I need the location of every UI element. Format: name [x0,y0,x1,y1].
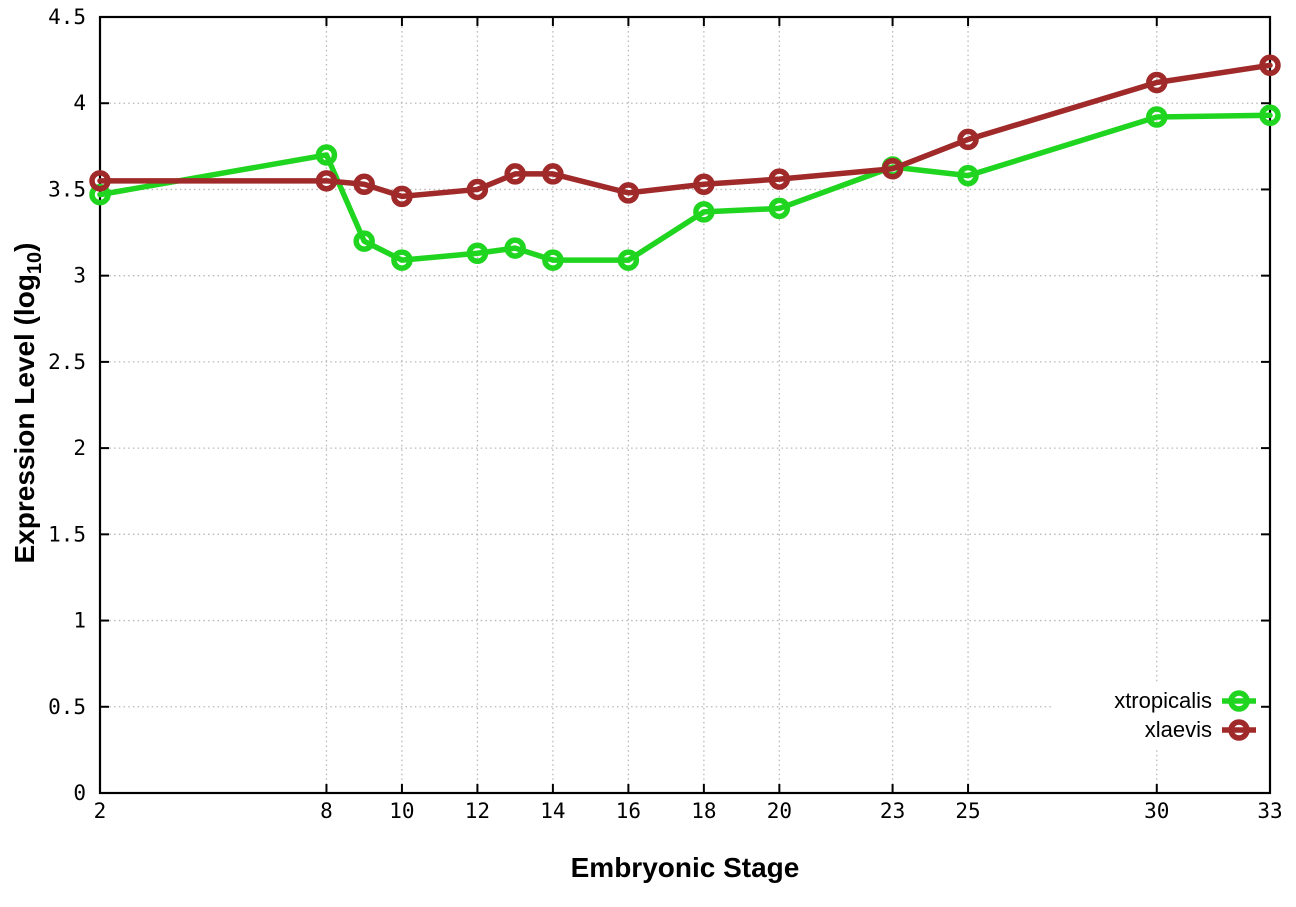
data-point-xtropicalis-stage-18 [693,201,715,223]
x-tick-label-10: 10 [389,799,414,823]
x-tick-label-23: 23 [880,799,905,823]
y-tick-label-3.5: 3.5 [48,177,86,201]
data-point-xtropicalis-stage-30 [1146,106,1168,128]
data-point-xlaevis-stage-30 [1146,71,1168,94]
x-tick-label-12: 12 [465,799,490,823]
y-axis-title-subscript: 10 [24,252,46,274]
x-tick-label-16: 16 [616,799,641,823]
y-axis-title-close: ) [9,243,40,252]
x-axis-title: Embryonic Stage [571,852,800,883]
data-point-xlaevis-stage-12 [466,178,489,201]
data-point-xlaevis-stage-13 [504,163,526,185]
data-point-xtropicalis-stage-13 [504,237,526,259]
gridlines [100,17,1270,793]
x-tick-label-8: 8 [320,799,333,823]
x-tick-label-30: 30 [1144,799,1169,823]
tick-labels: 2 8 10 12 14 16 18 20 23 25 30 33 0 0.5 1 1.5 2 2.5 3 3.5 4 4… [48,5,1283,823]
data-point-xlaevis-stage-10 [391,185,413,208]
data-point-xtropicalis-stage-25 [957,164,979,187]
x-tick-label-18: 18 [691,799,716,823]
data-point-xtropicalis-stage-12 [466,242,489,264]
y-tick-label-2: 2 [73,436,86,460]
data-point-xlaevis-stage-25 [957,128,979,151]
plot-border [98,15,1272,795]
y-tick-label-0: 0 [73,781,86,805]
data-point-xlaevis-stage-33 [1259,54,1281,77]
legend-label-xlaevis: xlaevis [1145,717,1212,742]
data-point-xlaevis-stage-16 [617,182,640,204]
data-point-xtropicalis-stage-20 [768,197,791,220]
data-point-xlaevis-stage-20 [768,168,791,190]
y-axis-title: Expression Level (log10) [9,243,46,564]
data-point-xtropicalis-stage-16 [617,249,640,271]
y-tick-label-0.5: 0.5 [48,695,86,719]
data-point-xlaevis-stage-18 [693,173,715,196]
x-tick-label-2: 2 [94,799,107,823]
y-tick-label-1.5: 1.5 [48,522,86,546]
data-point-xlaevis-stage-9 [353,173,375,196]
x-tick-label-25: 25 [955,799,980,823]
y-tick-label-1: 1 [73,609,86,633]
legend-sample-marker-xlaevis [1228,719,1250,741]
legend-item-xtropicalis: xtropicalis [1114,688,1256,713]
y-tick-label-3: 3 [73,264,86,288]
data-point-xtropicalis-stage-10 [391,249,413,271]
data-point-xlaevis-stage-8 [315,170,338,192]
data-point-xtropicalis-stage-9 [353,230,375,252]
y-axis-title-main: Expression Level (log [9,274,40,563]
series-xlaevis [89,54,1281,208]
x-tick-label-20: 20 [767,799,792,823]
y-tick-label-4.5: 4.5 [48,5,86,29]
data-point-xlaevis-stage-2 [89,170,111,192]
series-line-xlaevis [97,62,1273,200]
x-tick-label-14: 14 [540,799,565,823]
data-point-xtropicalis-stage-33 [1259,104,1281,127]
y-tick-label-4: 4 [73,91,86,115]
legend-label-xtropicalis: xtropicalis [1114,688,1212,713]
data-point-xlaevis-stage-23 [881,158,904,180]
legend-item-xlaevis: xlaevis [1145,717,1256,742]
y-tick-label-2.5: 2.5 [48,350,86,374]
x-tick-label-33: 33 [1257,799,1282,823]
data-point-xtropicalis-stage-8 [315,144,338,166]
legend-sample-marker-xtropicalis [1228,690,1250,712]
data-point-xtropicalis-stage-14 [542,249,564,271]
data-point-xlaevis-stage-14 [542,163,564,185]
tick-marks [99,16,1271,794]
chart-generated-layers: 2 8 10 12 14 16 18 20 23 25 30 33 0 0.5 1 1.5 2 2.5 3 3.5 4 4… [48,5,1283,823]
